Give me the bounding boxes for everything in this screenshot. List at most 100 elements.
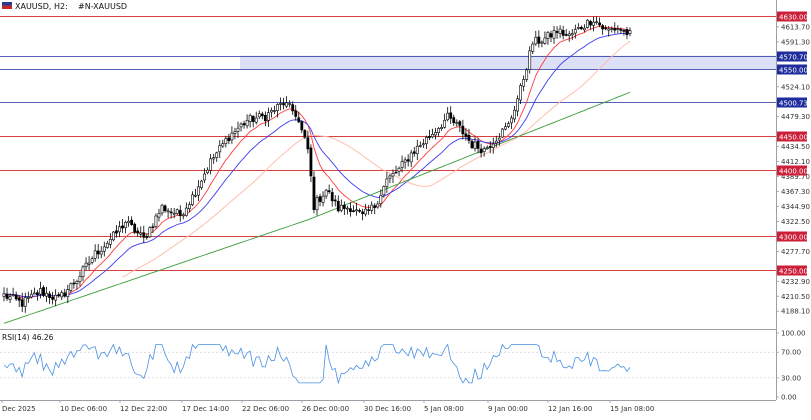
price-level-tag (777, 64, 807, 75)
candle (610, 26, 614, 33)
candle (424, 135, 428, 149)
time-tick-label: 17 Dec 14:00 (182, 405, 229, 413)
candle (260, 111, 264, 120)
candle (586, 19, 589, 29)
candle (622, 29, 626, 36)
candle (60, 290, 64, 300)
candle (148, 226, 152, 239)
candle (63, 288, 67, 298)
candle (224, 135, 228, 148)
price-tick-label: 4277.70 (781, 248, 810, 256)
candle (601, 23, 605, 35)
candle (397, 166, 401, 177)
candle (227, 133, 231, 145)
candle (197, 180, 200, 202)
candle (388, 173, 392, 184)
candle (376, 201, 380, 209)
candle (373, 203, 377, 215)
candle (236, 121, 240, 139)
price-tick-label: 4524.10 (781, 83, 810, 91)
candle (382, 185, 386, 198)
price-level-label: 4550.00 (779, 67, 808, 75)
candle (297, 111, 301, 124)
rsi-label: RSI(14) 46.26 (2, 333, 54, 342)
candle (507, 121, 510, 129)
candle (17, 295, 21, 308)
candle (428, 129, 431, 141)
price-tick-label: 4188.10 (781, 308, 810, 316)
candle (215, 151, 219, 162)
candle (29, 289, 33, 299)
candle (194, 188, 197, 198)
candle (57, 292, 61, 298)
candle (355, 202, 358, 216)
candle (589, 19, 592, 30)
price-level-tag (777, 231, 807, 242)
candle (266, 107, 270, 127)
candle (415, 139, 419, 161)
candle (318, 193, 322, 207)
candle (561, 25, 565, 40)
symbol-info: XAUUSD, H2: (15, 2, 68, 11)
candle (118, 220, 121, 238)
candle (315, 194, 319, 216)
candle (303, 128, 307, 140)
candle (160, 203, 164, 216)
candle (431, 128, 434, 139)
candle (239, 122, 243, 132)
candle (99, 246, 103, 259)
price-tick-label: 4412.10 (781, 158, 810, 166)
candle (282, 98, 285, 110)
candle (391, 169, 395, 183)
candle (263, 111, 267, 127)
candle (358, 208, 361, 213)
candle (8, 293, 12, 304)
moving-average-10 (3, 26, 631, 299)
time-tick-label: 5 Jan 08:00 (424, 405, 464, 413)
candle (452, 114, 456, 126)
moving-average-21 (3, 32, 631, 298)
price-tick-label: 4344.90 (781, 203, 810, 211)
price-tick-label: 4367.30 (781, 188, 810, 196)
candle (312, 171, 316, 214)
candle (2, 287, 6, 302)
candle (345, 205, 349, 215)
candle (178, 205, 182, 222)
price-tick-label: 4479.30 (781, 113, 810, 121)
candle (461, 119, 465, 140)
candle (242, 120, 246, 129)
time-tick-label: 26 Dec 00:00 (302, 405, 349, 413)
candle (531, 41, 535, 55)
price-tick-label: 4232.90 (781, 278, 810, 286)
rsi-tick-label: 30.00 (781, 374, 801, 382)
candle (467, 128, 471, 144)
candle (464, 128, 468, 141)
candle (72, 279, 76, 289)
price-tick-label: 4613.70 (781, 23, 810, 31)
candle (245, 114, 249, 129)
price-tick-label: 4591.30 (781, 38, 810, 46)
candle (221, 139, 225, 148)
candle (513, 106, 516, 123)
price-tick-label: 4389.70 (781, 173, 810, 181)
candle (592, 16, 595, 32)
candle (412, 147, 416, 157)
candle (121, 218, 124, 233)
candle (84, 257, 88, 271)
candle (81, 265, 85, 282)
candle (127, 216, 130, 227)
candle (367, 204, 371, 215)
time-tick-label: 10 Dec 06:00 (60, 405, 107, 413)
candle (379, 189, 383, 208)
candle (616, 25, 620, 34)
time-tick-label: 12 Jan 16:00 (548, 405, 592, 413)
candle (248, 113, 252, 128)
candle (42, 285, 45, 298)
candle (567, 30, 571, 42)
symbol-description: #N-XAUUSD (78, 2, 127, 11)
price-level-label: 4500.73 (779, 100, 808, 108)
candle (139, 226, 143, 238)
candle (443, 113, 447, 129)
